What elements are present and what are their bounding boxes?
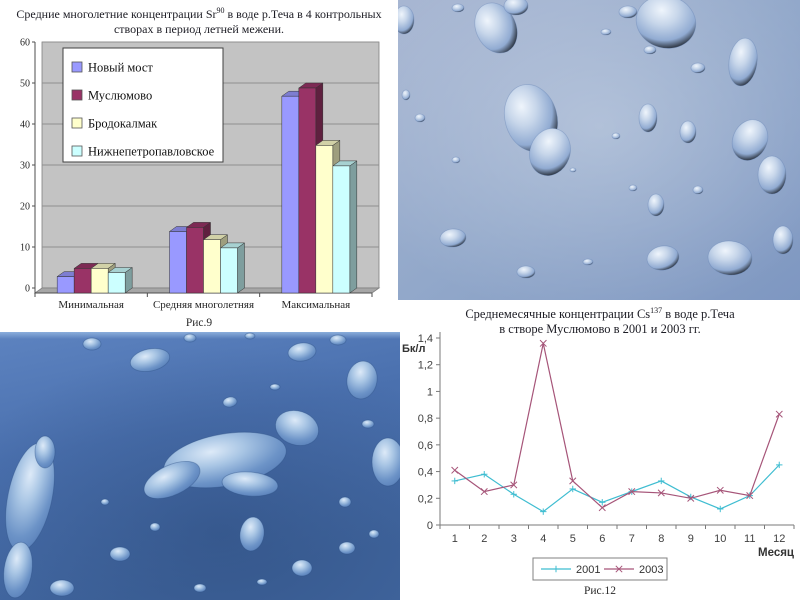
bar — [107, 272, 126, 294]
y-tick-label: 20 — [20, 202, 30, 213]
marker-x — [746, 492, 754, 500]
figure12-caption: Рис.12 — [583, 585, 617, 597]
legend-swatch — [71, 145, 83, 157]
x-tick-label: 1 — [452, 533, 458, 545]
series-line — [454, 464, 780, 513]
y-tick-label: 50 — [20, 79, 30, 90]
marker-x — [615, 565, 623, 573]
figure9-caption: Рис.9 — [185, 317, 213, 329]
x-tick-label: 6 — [599, 533, 605, 545]
legend: Новый мост Муслюмово Бродокалмак Нижнепетро… — [62, 47, 224, 163]
water-droplets-image — [398, 0, 800, 300]
photo-top-reflection — [0, 332, 400, 339]
series-line — [454, 343, 780, 509]
x-tick-label: 9 — [688, 533, 694, 545]
water-droplets — [398, 0, 794, 279]
y-tick-label: 1,4 — [418, 333, 433, 345]
marker-x — [480, 488, 488, 496]
y-tick-label: 0,4 — [418, 467, 433, 479]
figure9-title: Средние многолетние концентрации Sr90 в … — [0, 3, 398, 37]
y-tick-label: 40 — [20, 120, 30, 131]
bar-chart-svg: 0 10 20 30 40 50 60 Минимальная Средняя многолет… — [20, 38, 381, 311]
bar — [90, 268, 109, 294]
bar — [298, 87, 317, 294]
legend: 2001 2003 — [532, 557, 668, 581]
bar — [73, 268, 92, 294]
legend-label: Новый мост — [88, 61, 153, 75]
figure9-title-line1: Средние многолетние концентрации Sr90 в … — [16, 6, 382, 21]
water-drops-photo-top-right — [398, 0, 800, 300]
bar — [203, 239, 221, 294]
marker-x — [510, 481, 518, 489]
marker-x — [716, 486, 724, 494]
bar — [220, 247, 238, 294]
x-tick-label: 12 — [773, 533, 785, 545]
legend-label: Нижнепетропавловское — [88, 145, 215, 159]
category-label: Средняя многолетняя — [153, 299, 254, 311]
y-tick-label: 10 — [20, 243, 30, 254]
series-2003 — [451, 339, 783, 512]
bar — [332, 165, 351, 294]
bar-side — [237, 242, 245, 294]
legend-swatch — [71, 61, 83, 73]
y-tick-label: 1 — [427, 386, 433, 398]
x-tick-label: 4 — [540, 533, 546, 545]
y-tick-label: 0,2 — [418, 493, 433, 505]
x-tick-label: 10 — [714, 533, 726, 545]
legend-label: 2001 — [576, 564, 600, 576]
figure12-title-line2: в створе Муслюмово в 2001 и 2003 гг. — [499, 322, 701, 337]
legend-box — [532, 557, 668, 581]
figure12-title-line1: Среднемесячные концентрации Cs137 в воде… — [465, 306, 735, 322]
marker-x — [628, 488, 636, 496]
figure9-panel: 0 10 20 30 40 50 60 Минимальная Средняя многолет… — [0, 0, 398, 332]
marker-x — [775, 410, 783, 418]
water-droplets-image — [0, 332, 400, 600]
x-tick-label: 11 — [744, 533, 755, 545]
x-tick-label: 8 — [658, 533, 664, 545]
y-tick-label: 60 — [20, 38, 30, 49]
bar — [315, 145, 334, 294]
marker-x — [451, 466, 459, 474]
legend-label: Муслюмово — [88, 89, 152, 103]
bar — [169, 231, 187, 294]
water-drops-photo-bottom-left — [0, 332, 400, 600]
marker-x — [657, 489, 665, 497]
marker-x — [687, 494, 695, 502]
figure12-panel: 0 0,2 0,4 0,6 0,8 1 1,2 1,4 1 2 3 4 5 6 7 8 9 10 11 12 Бк/л М… — [400, 300, 800, 600]
bar-side — [349, 160, 358, 294]
x-tick-label: 7 — [629, 533, 635, 545]
y-axis-title: Бк/л — [402, 343, 425, 355]
x-tick-label: 5 — [570, 533, 576, 545]
x-axis-title: Месяц — [758, 547, 794, 559]
y-tick-label: 0 — [25, 284, 30, 295]
y-tick-label: 0,8 — [418, 413, 433, 425]
bar — [281, 95, 300, 294]
legend-box — [62, 47, 224, 163]
y-tick-label: 0,6 — [418, 440, 433, 452]
legend-label: Бродокалмак — [88, 117, 158, 131]
y-tick-label: 0 — [427, 520, 433, 532]
bars — [56, 82, 358, 294]
figure9-title-line2: створах в период летней межени. — [113, 22, 285, 36]
category-label: Минимальная — [58, 299, 124, 311]
bar — [56, 276, 75, 294]
bar — [186, 227, 204, 294]
category-label: Максимальная — [281, 299, 350, 311]
y-tick-label: 1,2 — [418, 360, 433, 372]
legend-label: 2003 — [639, 564, 663, 576]
marker-x — [539, 339, 547, 347]
legend-swatch — [71, 117, 83, 129]
legend-swatch — [71, 89, 83, 101]
x-tick-label: 2 — [481, 533, 487, 545]
y-tick-label: 30 — [20, 161, 30, 172]
marker-x — [569, 477, 577, 485]
water-droplets — [3, 332, 400, 599]
x-tick-label: 3 — [511, 533, 517, 545]
line-chart-svg: 00,20,40,60,811,21,41 2 3 4 5 6 7 8 9 10 11 12Бк/лМ… — [402, 332, 795, 581]
figure12-title: Среднемесячные концентрации Cs137 в воде… — [400, 303, 800, 337]
marker-x — [598, 504, 606, 512]
